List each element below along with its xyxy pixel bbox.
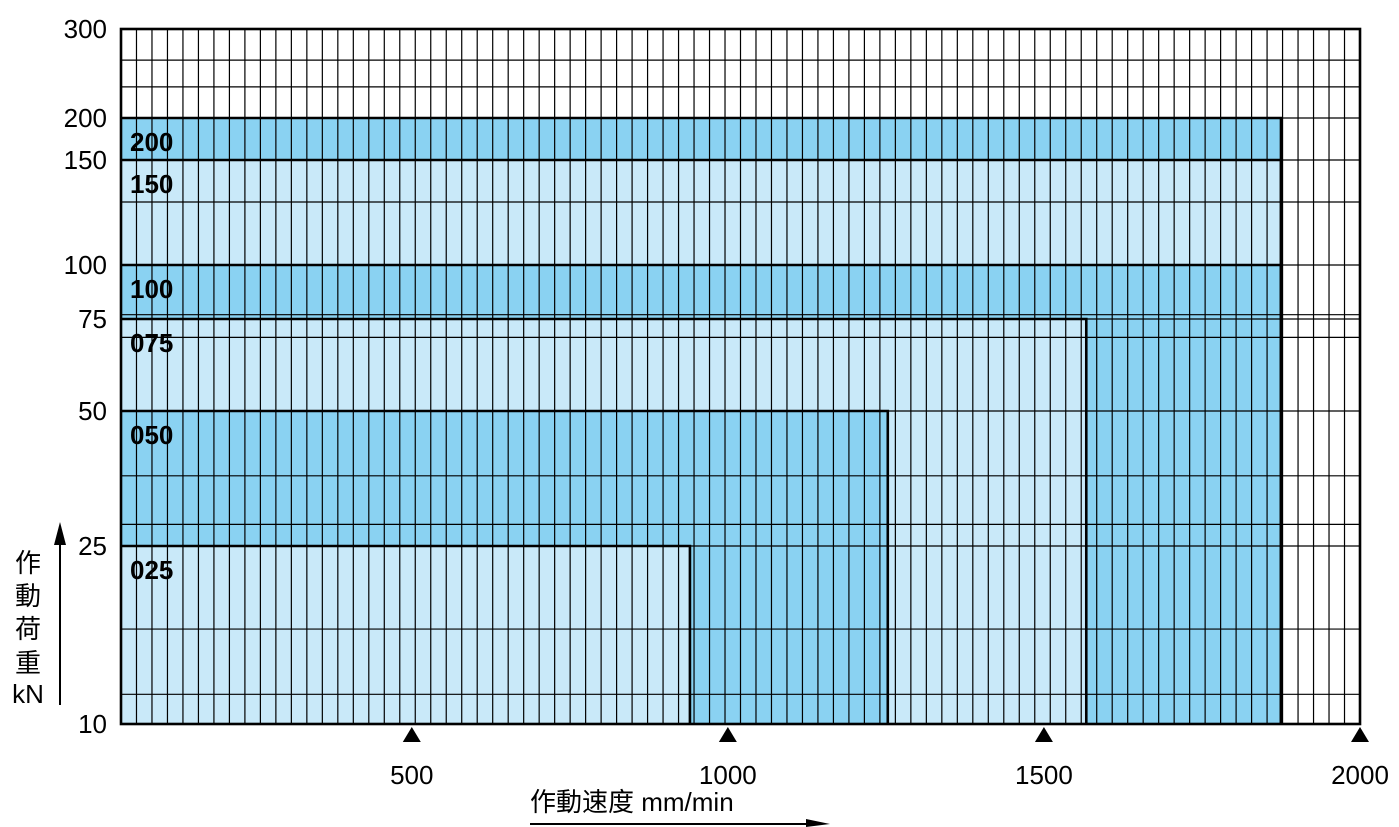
region-outlines bbox=[121, 116, 1283, 724]
y-tick-label: 200 bbox=[64, 103, 107, 133]
y-axis-title-char: 作 bbox=[15, 548, 41, 578]
region-label-150: 150 bbox=[130, 169, 173, 199]
y-tick-label: 150 bbox=[64, 145, 107, 175]
region-outline-025 bbox=[121, 544, 692, 724]
y-axis-title-char: 動 bbox=[15, 581, 41, 611]
x-axis-arrow-head bbox=[806, 819, 830, 827]
region-label-200: 200 bbox=[130, 127, 173, 157]
region-label-100: 100 bbox=[130, 274, 173, 304]
y-tick-label: 100 bbox=[64, 250, 107, 280]
region-outline-200 bbox=[121, 116, 1283, 724]
x-tick-label: 500 bbox=[390, 760, 433, 790]
region-label-050: 050 bbox=[130, 420, 173, 450]
x-tick-label: 1500 bbox=[1015, 760, 1073, 790]
y-axis-title-char: kN bbox=[12, 679, 44, 709]
x-tick-label: 1000 bbox=[699, 760, 757, 790]
region-outline-075 bbox=[121, 317, 1088, 724]
region-label-075: 075 bbox=[130, 328, 173, 358]
y-axis-title-char: 荷 bbox=[15, 614, 41, 644]
y-tick-label: 10 bbox=[78, 709, 107, 739]
y-axis-title-char: 重 bbox=[15, 648, 41, 678]
region-fill-025 bbox=[121, 546, 690, 724]
x-tick-marker bbox=[402, 727, 421, 742]
x-axis-title: 作動速度 mm/min bbox=[530, 787, 734, 817]
y-tick-labels: 10 25 50 75 100 150 200 300 bbox=[64, 14, 107, 739]
plot-frame bbox=[119, 27, 1362, 726]
axis-titles: 作動速度 mm/min bbox=[530, 787, 734, 817]
region-outline-050 bbox=[121, 409, 890, 724]
x-tick-label: 2000 bbox=[1331, 760, 1389, 790]
region-fills bbox=[121, 118, 1281, 724]
y-tick-label: 75 bbox=[78, 304, 107, 334]
region-label-025: 025 bbox=[130, 555, 173, 585]
x-tick-labels: 500 1000 1500 2000 bbox=[390, 727, 1389, 827]
y-axis-arrow-head bbox=[54, 522, 66, 545]
y-tick-label: 25 bbox=[78, 531, 107, 561]
plot-border bbox=[119, 27, 1362, 726]
y-tick-label: 50 bbox=[78, 396, 107, 426]
x-tick-marker bbox=[1351, 727, 1369, 742]
x-tick-marker bbox=[718, 727, 737, 742]
y-tick-label: 300 bbox=[64, 14, 107, 44]
grid-lines bbox=[121, 29, 1360, 724]
x-tick-marker bbox=[1034, 727, 1053, 742]
